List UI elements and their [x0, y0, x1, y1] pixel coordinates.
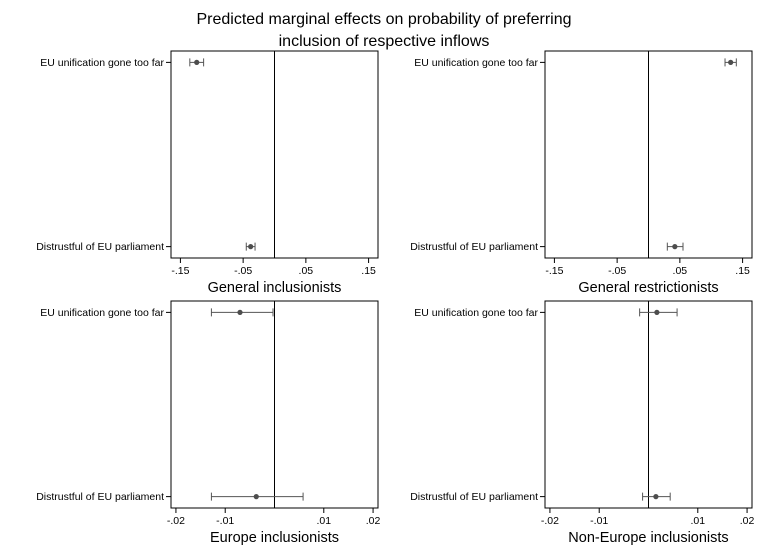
estimate-point: [194, 59, 200, 65]
x-tick-label: .02: [366, 515, 381, 527]
panel-1: -.15 -.05 .05 .15 EU unification gone too fa…: [36, 50, 379, 296]
chart-title-line-1: Predicted marginal effects on probabilit…: [196, 11, 571, 28]
panel-2: -.15 -.05 .05 .15 EU unification gone too fa…: [410, 50, 753, 296]
estimate-point: [253, 494, 259, 500]
estimate-point: [654, 309, 660, 315]
category-label: Distrustful of EU parliament: [36, 491, 164, 503]
estimate-point: [728, 59, 734, 65]
estimate-point: [653, 494, 659, 500]
estimate-point: [672, 244, 678, 250]
category-label: EU unification gone too far: [40, 57, 164, 69]
x-tick-label: -.02: [167, 515, 185, 527]
category-label: EU unification gone too far: [414, 57, 538, 69]
chart-title-line-2: inclusion of respective inflows: [279, 33, 490, 50]
x-tick-label: .15: [361, 265, 376, 277]
estimate-point: [237, 309, 243, 315]
x-tick-label: -.02: [541, 515, 559, 527]
x-tick-label: .02: [740, 515, 755, 527]
category-label: Distrustful of EU parliament: [410, 491, 538, 503]
x-tick-label: -.01: [590, 515, 608, 527]
x-tick-label: -.01: [216, 515, 234, 527]
panel-title: General restrictionists: [578, 280, 718, 296]
x-tick-label: .05: [673, 265, 688, 277]
category-label: EU unification gone too far: [414, 307, 538, 319]
panel-4: -.02 -.01 .01 .02 EU unification gone too fa…: [410, 300, 755, 546]
category-label: Distrustful of EU parliament: [410, 241, 538, 253]
panels-group: -.15 -.05 .05 .15 EU unification gone too fa…: [36, 50, 755, 546]
panel-3: -.02 -.01 .01 .02 EU unification gone too fa…: [36, 300, 381, 546]
panel-title: General inclusionists: [208, 280, 342, 296]
x-tick-label: .05: [299, 265, 314, 277]
category-label: Distrustful of EU parliament: [36, 241, 164, 253]
x-tick-label: .15: [735, 265, 750, 277]
x-tick-label: -.15: [545, 265, 563, 277]
panel-title: Europe inclusionists: [210, 530, 339, 546]
x-tick-label: .01: [690, 515, 705, 527]
x-tick-label: .01: [316, 515, 331, 527]
estimate-point: [248, 244, 254, 250]
panel-title: Non-Europe inclusionists: [568, 530, 728, 546]
x-tick-label: -.15: [171, 265, 189, 277]
x-tick-label: -.05: [608, 265, 626, 277]
x-tick-label: -.05: [234, 265, 252, 277]
category-label: EU unification gone too far: [40, 307, 164, 319]
